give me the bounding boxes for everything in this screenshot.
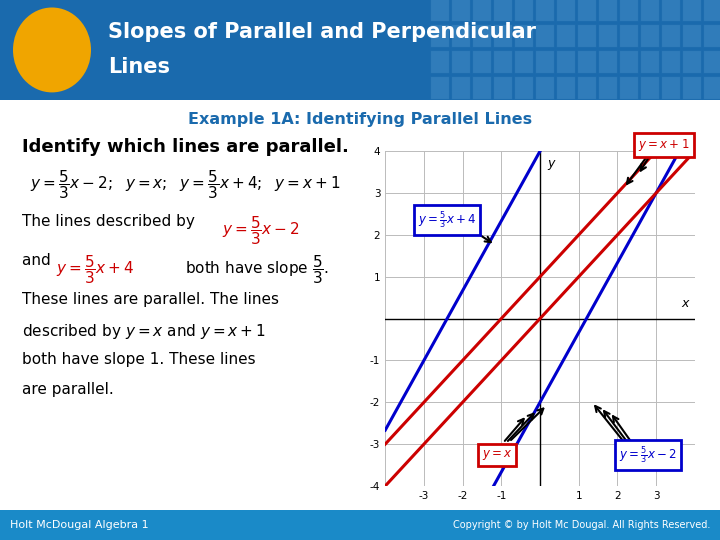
FancyBboxPatch shape: [493, 0, 512, 21]
Text: and: and: [22, 253, 55, 268]
FancyBboxPatch shape: [703, 50, 720, 73]
FancyBboxPatch shape: [640, 76, 659, 99]
FancyBboxPatch shape: [430, 0, 449, 21]
FancyBboxPatch shape: [493, 50, 512, 73]
FancyBboxPatch shape: [577, 76, 596, 99]
FancyBboxPatch shape: [661, 24, 680, 47]
Text: $y = x$: $y = x$: [482, 448, 513, 462]
FancyBboxPatch shape: [640, 50, 659, 73]
FancyBboxPatch shape: [451, 0, 470, 21]
Text: $y = \dfrac{5}{3}x + 4$: $y = \dfrac{5}{3}x + 4$: [56, 253, 134, 286]
FancyBboxPatch shape: [556, 50, 575, 73]
FancyBboxPatch shape: [682, 50, 701, 73]
FancyBboxPatch shape: [661, 50, 680, 73]
FancyBboxPatch shape: [514, 76, 533, 99]
Text: $y = \dfrac{5}{3}x - 2;\ \ y = x;\ \ y = \dfrac{5}{3}x + 4;\ \ y = x + 1$: $y = \dfrac{5}{3}x - 2;\ \ y = x;\ \ y =…: [30, 168, 341, 201]
FancyBboxPatch shape: [430, 24, 449, 47]
FancyBboxPatch shape: [472, 76, 491, 99]
FancyBboxPatch shape: [493, 24, 512, 47]
FancyBboxPatch shape: [535, 76, 554, 99]
FancyBboxPatch shape: [451, 24, 470, 47]
Ellipse shape: [13, 8, 91, 92]
FancyBboxPatch shape: [703, 24, 720, 47]
FancyBboxPatch shape: [661, 0, 680, 21]
Text: $y = \dfrac{5}{3}x - 2$: $y = \dfrac{5}{3}x - 2$: [222, 214, 300, 247]
Text: $y = x + 1$: $y = x + 1$: [639, 137, 690, 153]
FancyBboxPatch shape: [0, 510, 720, 540]
FancyBboxPatch shape: [703, 0, 720, 21]
Text: Example 1A: Identifying Parallel Lines: Example 1A: Identifying Parallel Lines: [188, 112, 532, 127]
FancyBboxPatch shape: [640, 24, 659, 47]
FancyBboxPatch shape: [598, 50, 617, 73]
Text: Holt McDougal Algebra 1: Holt McDougal Algebra 1: [10, 520, 148, 530]
FancyBboxPatch shape: [0, 0, 720, 100]
FancyBboxPatch shape: [619, 76, 638, 99]
FancyBboxPatch shape: [472, 0, 491, 21]
FancyBboxPatch shape: [556, 24, 575, 47]
FancyBboxPatch shape: [535, 0, 554, 21]
Text: x: x: [682, 297, 689, 310]
Text: $y = \frac{5}{3}x + 4$: $y = \frac{5}{3}x + 4$: [418, 209, 477, 231]
Text: The lines described by: The lines described by: [22, 214, 199, 229]
FancyBboxPatch shape: [451, 76, 470, 99]
FancyBboxPatch shape: [514, 0, 533, 21]
FancyBboxPatch shape: [472, 50, 491, 73]
Text: y: y: [547, 158, 554, 171]
Text: Identify which lines are parallel.: Identify which lines are parallel.: [22, 138, 349, 156]
FancyBboxPatch shape: [577, 50, 596, 73]
FancyBboxPatch shape: [535, 50, 554, 73]
FancyBboxPatch shape: [451, 50, 470, 73]
FancyBboxPatch shape: [682, 0, 701, 21]
FancyBboxPatch shape: [619, 24, 638, 47]
FancyBboxPatch shape: [598, 24, 617, 47]
Text: Copyright © by Holt Mc Dougal. All Rights Reserved.: Copyright © by Holt Mc Dougal. All Right…: [453, 520, 710, 530]
Text: both have slope 1. These lines: both have slope 1. These lines: [22, 352, 256, 367]
FancyBboxPatch shape: [430, 76, 449, 99]
FancyBboxPatch shape: [661, 76, 680, 99]
Text: These lines are parallel. The lines: These lines are parallel. The lines: [22, 292, 279, 307]
FancyBboxPatch shape: [619, 50, 638, 73]
Text: are parallel.: are parallel.: [22, 382, 114, 397]
FancyBboxPatch shape: [472, 24, 491, 47]
FancyBboxPatch shape: [556, 0, 575, 21]
FancyBboxPatch shape: [598, 76, 617, 99]
FancyBboxPatch shape: [535, 24, 554, 47]
FancyBboxPatch shape: [493, 76, 512, 99]
Text: Lines: Lines: [108, 57, 170, 77]
FancyBboxPatch shape: [577, 0, 596, 21]
FancyBboxPatch shape: [514, 24, 533, 47]
FancyBboxPatch shape: [682, 24, 701, 47]
Text: $y = \frac{5}{3}x - 2$: $y = \frac{5}{3}x - 2$: [619, 444, 677, 466]
Text: Slopes of Parallel and Perpendicular: Slopes of Parallel and Perpendicular: [108, 22, 536, 42]
Text: described by $y = x$ and $y = x + 1$: described by $y = x$ and $y = x + 1$: [22, 322, 266, 341]
FancyBboxPatch shape: [703, 76, 720, 99]
FancyBboxPatch shape: [514, 50, 533, 73]
FancyBboxPatch shape: [640, 0, 659, 21]
FancyBboxPatch shape: [682, 76, 701, 99]
FancyBboxPatch shape: [556, 76, 575, 99]
FancyBboxPatch shape: [430, 50, 449, 73]
Text: both have slope $\dfrac{5}{3}$.: both have slope $\dfrac{5}{3}$.: [185, 253, 329, 286]
FancyBboxPatch shape: [577, 24, 596, 47]
FancyBboxPatch shape: [598, 0, 617, 21]
FancyBboxPatch shape: [619, 0, 638, 21]
